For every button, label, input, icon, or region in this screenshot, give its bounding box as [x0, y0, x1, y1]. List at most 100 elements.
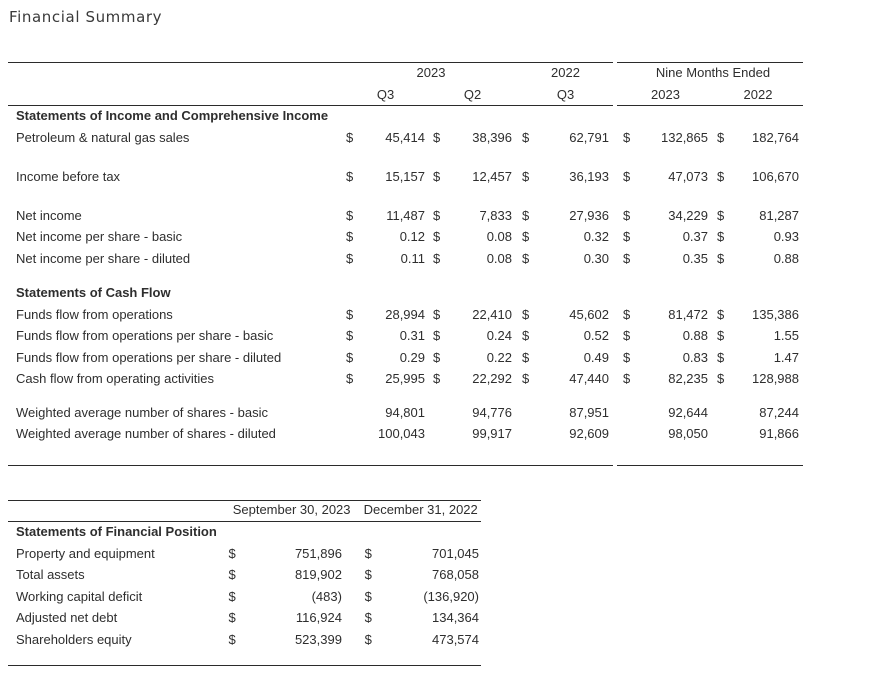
cell-value: 99,917 [472, 426, 512, 441]
cell-value: 47,440 [569, 371, 609, 386]
rule-bottom-left [8, 465, 613, 466]
cell-value: 98,050 [668, 426, 708, 441]
cell-value: 0.12 [399, 229, 425, 244]
rule-top-left [8, 62, 613, 63]
currency-symbol: $ [433, 349, 441, 365]
cell-value: 0.93 [773, 229, 799, 244]
row-label: Weighted average number of shares - basi… [16, 404, 268, 420]
row-label: Cash flow from operating activities [16, 371, 214, 386]
col-q3-2022: Q3 [556, 86, 575, 102]
cell-value: 82,235 [668, 371, 708, 386]
page-title: Financial Summary [9, 8, 163, 26]
cell-value: 134,364 [432, 610, 479, 625]
cell-value: 182,764 [752, 129, 799, 145]
cell-value: 1.55 [773, 328, 799, 343]
spacer [8, 390, 803, 402]
cell-value: 768,058 [432, 567, 479, 582]
table-row: Income before tax $15,157 $12,457 $36,19… [8, 166, 803, 188]
currency-symbol: $ [623, 207, 631, 223]
spacer [8, 269, 803, 282]
cell-value: 473,574 [432, 631, 479, 647]
rule-top-right [617, 62, 803, 63]
currency-symbol: $ [522, 349, 530, 365]
table-row: Property and equipment $751,896 $701,045 [8, 543, 481, 565]
cell-value: (483) [311, 588, 342, 604]
cell-value: 523,399 [294, 631, 342, 647]
currency-symbol: $ [522, 328, 530, 343]
currency-symbol: $ [346, 306, 354, 322]
currency-symbol: $ [717, 129, 725, 145]
currency-symbol: $ [522, 229, 530, 244]
section-header-cashflow: Statements of Cash Flow [8, 282, 803, 304]
currency-symbol: $ [228, 631, 236, 647]
row-label: Net income per share - basic [16, 229, 183, 244]
table-row: Funds flow from operations per share - d… [8, 347, 803, 369]
currency-symbol: $ [717, 349, 725, 365]
col-december-31-2022: December 31, 2022 [363, 502, 478, 517]
currency-symbol: $ [623, 349, 631, 365]
currency-symbol: $ [433, 129, 441, 145]
cell-value: 7,833 [479, 207, 512, 223]
cell-value: (136,920) [423, 588, 479, 604]
col-september-30-2023: September 30, 2023 [232, 502, 351, 517]
cell-value: 15,157 [385, 169, 425, 184]
section-title: Statements of Income and Comprehensive I… [16, 108, 329, 123]
cell-value: 135,386 [752, 306, 799, 322]
col-year-2023: 2023 [416, 65, 446, 80]
currency-symbol: $ [364, 610, 372, 625]
currency-symbol: $ [433, 328, 441, 343]
cell-value: 11,487 [386, 207, 425, 223]
table-row: Shareholders equity $523,399 $473,574 [8, 629, 481, 651]
col-q3-2023: Q3 [376, 86, 395, 102]
currency-symbol: $ [623, 169, 631, 184]
cell-value: 0.22 [486, 349, 512, 365]
cell-value: 0.32 [583, 229, 609, 244]
table-row: Working capital deficit $ (483) $ (136,920… [8, 586, 481, 608]
col-year-2022: 2022 [551, 65, 580, 80]
currency-symbol: $ [346, 328, 354, 343]
currency-symbol: $ [346, 371, 354, 386]
cell-value: 819,902 [294, 567, 342, 582]
cell-value: 0.08 [486, 250, 512, 266]
row-label: Net income [16, 207, 82, 223]
cell-value: 81,287 [759, 207, 799, 223]
col-nine-months-ended: Nine Months Ended [655, 65, 771, 80]
cell-value: 751,896 [294, 545, 342, 561]
cell-value: 94,801 [385, 404, 425, 420]
row-label: Shareholders equity [16, 631, 132, 647]
currency-symbol: $ [623, 250, 631, 266]
table-row: Adjusted net debt $116,924 $134,364 [8, 607, 481, 629]
currency-symbol: $ [623, 129, 631, 145]
cell-value: 0.52 [583, 328, 609, 343]
cell-value: 0.29 [399, 349, 425, 365]
cell-value: 0.31 [399, 328, 425, 343]
currency-symbol: $ [228, 610, 236, 625]
table-row: Weighted average number of shares - dilu… [8, 423, 803, 445]
table-row: Funds flow from operations per share - b… [8, 325, 803, 347]
table-row: Funds flow from operations $28,994 $22,4… [8, 304, 803, 326]
currency-symbol: $ [433, 207, 441, 223]
currency-symbol: $ [346, 207, 354, 223]
currency-symbol: $ [623, 328, 631, 343]
row-label: Funds flow from operations [16, 306, 173, 322]
currency-symbol: $ [228, 567, 236, 582]
cell-value: 92,609 [569, 426, 609, 441]
cell-value: 100,043 [378, 426, 425, 441]
row-label: Property and equipment [16, 545, 155, 561]
spacer [8, 188, 803, 205]
financial-position-table: September 30, 2023 December 31, 2022 Sta… [8, 500, 481, 650]
currency-symbol: $ [433, 229, 441, 244]
currency-symbol: $ [346, 349, 354, 365]
currency-symbol: $ [228, 588, 236, 604]
cell-value: 116,924 [295, 610, 342, 625]
currency-symbol: $ [522, 306, 530, 322]
row-label: Income before tax [16, 169, 121, 184]
cell-value: 0.37 [682, 229, 708, 244]
currency-symbol: $ [522, 169, 530, 184]
cell-value: 91,866 [759, 426, 799, 441]
row-label: Adjusted net debt [16, 610, 118, 625]
col-nine-2022: 2022 [743, 86, 773, 102]
cell-value: 62,791 [569, 129, 609, 145]
section-header-position: Statements of Financial Position [8, 521, 481, 543]
